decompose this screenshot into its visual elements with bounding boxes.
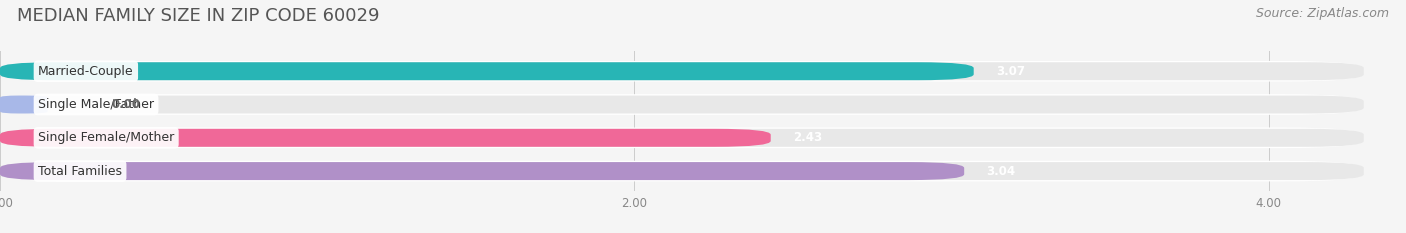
FancyBboxPatch shape bbox=[0, 62, 1364, 80]
Text: 3.04: 3.04 bbox=[987, 164, 1015, 178]
FancyBboxPatch shape bbox=[0, 96, 1364, 113]
Text: Single Male/Father: Single Male/Father bbox=[38, 98, 155, 111]
Text: Married-Couple: Married-Couple bbox=[38, 65, 134, 78]
FancyBboxPatch shape bbox=[0, 161, 1364, 182]
FancyBboxPatch shape bbox=[0, 127, 1364, 148]
FancyBboxPatch shape bbox=[0, 94, 1364, 115]
FancyBboxPatch shape bbox=[0, 129, 1364, 147]
Text: Single Female/Mother: Single Female/Mother bbox=[38, 131, 174, 144]
FancyBboxPatch shape bbox=[0, 129, 770, 147]
Text: 2.43: 2.43 bbox=[793, 131, 823, 144]
FancyBboxPatch shape bbox=[0, 162, 1364, 180]
Text: 0.00: 0.00 bbox=[111, 98, 141, 111]
FancyBboxPatch shape bbox=[0, 96, 48, 113]
Text: 3.07: 3.07 bbox=[995, 65, 1025, 78]
FancyBboxPatch shape bbox=[0, 62, 974, 80]
Text: MEDIAN FAMILY SIZE IN ZIP CODE 60029: MEDIAN FAMILY SIZE IN ZIP CODE 60029 bbox=[17, 7, 380, 25]
Text: Source: ZipAtlas.com: Source: ZipAtlas.com bbox=[1256, 7, 1389, 20]
Text: Total Families: Total Families bbox=[38, 164, 122, 178]
FancyBboxPatch shape bbox=[0, 162, 965, 180]
FancyBboxPatch shape bbox=[0, 61, 1364, 82]
